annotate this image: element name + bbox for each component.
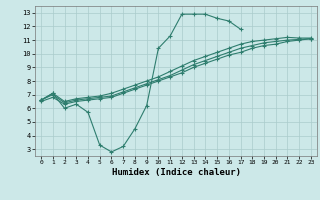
X-axis label: Humidex (Indice chaleur): Humidex (Indice chaleur): [111, 168, 241, 177]
